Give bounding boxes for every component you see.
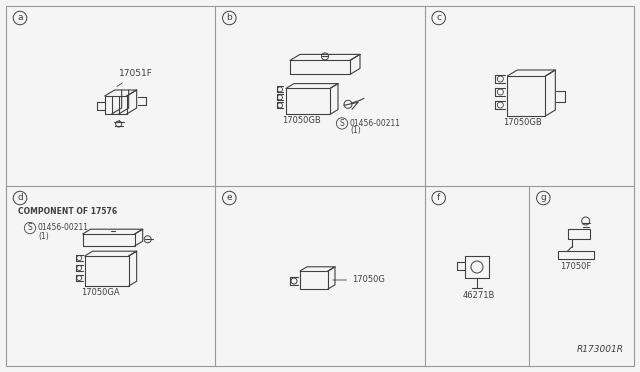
Text: c: c (436, 13, 441, 22)
Text: 01456-00211: 01456-00211 (38, 224, 89, 232)
Text: 17050G: 17050G (333, 276, 385, 285)
Text: d: d (17, 193, 23, 202)
Text: 17050GB: 17050GB (503, 118, 542, 127)
Text: S: S (340, 119, 344, 128)
Text: COMPONENT OF 17576: COMPONENT OF 17576 (18, 207, 117, 216)
Text: (1): (1) (350, 126, 361, 135)
Text: g: g (540, 193, 546, 202)
Text: R173001R: R173001R (577, 345, 624, 354)
Text: 17050GB: 17050GB (282, 116, 321, 125)
Text: f: f (437, 193, 440, 202)
Text: b: b (227, 13, 232, 22)
Text: 17051F: 17051F (117, 70, 152, 86)
Text: e: e (227, 193, 232, 202)
Text: 01456-00211: 01456-00211 (350, 119, 401, 128)
Text: S: S (28, 224, 33, 232)
Text: (1): (1) (38, 231, 49, 241)
Text: 46271B: 46271B (463, 291, 495, 300)
Text: 17050F: 17050F (559, 262, 591, 271)
Text: a: a (17, 13, 23, 22)
Text: 17050GA: 17050GA (81, 288, 119, 297)
